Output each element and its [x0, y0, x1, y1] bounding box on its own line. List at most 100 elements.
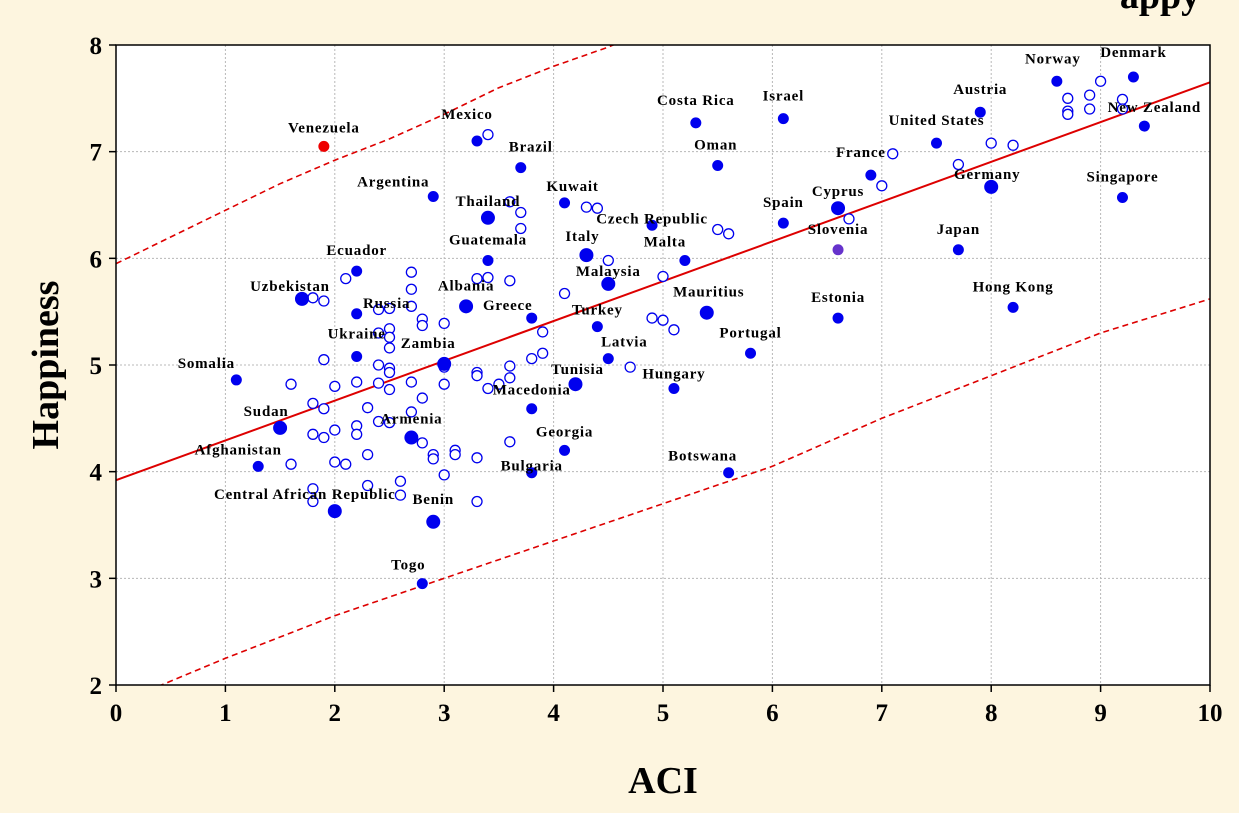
y-tick-label: 2 — [90, 673, 103, 700]
data-point-hollow — [515, 206, 527, 219]
data-label: Somalia — [178, 356, 235, 372]
x-tick-label: 3 — [438, 700, 451, 727]
data-label: Spain — [763, 195, 804, 211]
data-point-hollow — [438, 317, 450, 330]
data-label: Tunisia — [551, 362, 604, 378]
data-label: Armenia — [380, 412, 442, 428]
data-point-hollow — [1116, 103, 1129, 115]
x-tick-label: 7 — [876, 700, 889, 727]
data-label: Sudan — [244, 404, 289, 420]
data-point-hollow — [372, 327, 385, 339]
top-clipped-text: appy — [1120, 0, 1200, 17]
data-label: Turkey — [572, 303, 623, 319]
data-point-hollow — [438, 469, 450, 481]
data-point-hollow — [438, 378, 450, 390]
data-point — [351, 350, 363, 362]
data-point — [515, 162, 527, 174]
y-axis-title: Happiness — [25, 281, 67, 450]
data-point — [404, 430, 419, 445]
data-label: Central African Republic — [214, 487, 396, 503]
data-label: Georgia — [536, 424, 593, 440]
data-point-hollow — [1084, 89, 1096, 101]
data-point — [931, 137, 942, 149]
data-point-hollow — [285, 458, 297, 470]
data-label: Malta — [644, 234, 686, 250]
data-point-hollow — [668, 324, 680, 336]
data-label: Mexico — [441, 107, 492, 123]
data-point-hollow — [340, 272, 352, 285]
data-label: Costa Rica — [657, 93, 735, 109]
data-label: Singapore — [1087, 170, 1159, 186]
data-point — [865, 169, 877, 181]
x-axis-title: ACI — [628, 760, 698, 802]
data-point-hollow — [394, 475, 407, 487]
data-label: Malaysia — [576, 264, 641, 280]
data-point-hollow — [591, 202, 604, 214]
data-point-hollow — [361, 448, 374, 461]
data-point — [416, 578, 428, 590]
data-point-hollow — [307, 428, 319, 440]
data-point-hollow — [722, 228, 735, 240]
data-point-hollow — [318, 431, 330, 444]
data-label: Thailand — [456, 194, 521, 210]
data-point-hollow — [504, 436, 516, 448]
data-point-hollow — [526, 352, 538, 365]
data-point-hollow — [340, 458, 352, 470]
y-tick-label: 7 — [90, 140, 103, 167]
data-point-hollow — [361, 402, 374, 414]
data-label: Cyprus — [812, 184, 864, 200]
data-point-hollow — [285, 378, 297, 390]
data-point-hollow — [537, 326, 549, 338]
data-point-hollow — [471, 272, 483, 285]
data-point-hollow — [329, 456, 341, 468]
data-point — [459, 299, 474, 314]
data-label: New Zealand — [1108, 100, 1201, 116]
data-label: Hong Kong — [973, 279, 1054, 295]
data-point-hollow — [351, 376, 363, 388]
data-point-hollow — [515, 222, 527, 235]
data-point — [984, 179, 999, 194]
data-label: France — [836, 145, 886, 161]
data-point — [559, 444, 571, 456]
data-point-hollow — [383, 383, 396, 396]
data-point-hollow — [887, 148, 899, 160]
data-point — [568, 377, 583, 392]
data-point — [273, 420, 288, 435]
data-point — [351, 265, 363, 277]
data-label: Botswana — [668, 449, 737, 465]
x-tick-label: 6 — [766, 700, 779, 727]
data-point — [668, 382, 680, 394]
data-label: Brazil — [509, 140, 553, 156]
data-point — [777, 217, 789, 229]
data-point — [294, 291, 309, 306]
data-point — [426, 514, 441, 529]
data-point-hollow — [416, 437, 428, 449]
data-point — [1051, 75, 1063, 87]
data-point-hollow — [329, 424, 341, 436]
data-point-hollow — [307, 397, 319, 410]
data-point-hollow — [646, 312, 658, 324]
data-point — [318, 140, 330, 152]
x-tick-label: 10 — [1198, 700, 1223, 727]
y-tick-label: 4 — [90, 460, 103, 487]
data-label: Norway — [1025, 51, 1081, 67]
data-label: Guatemala — [449, 232, 527, 248]
data-label: Albania — [438, 278, 494, 294]
data-point-hollow — [372, 359, 385, 371]
data-label: Zambia — [401, 336, 456, 352]
data-point-hollow — [405, 376, 418, 388]
data-point-hollow — [405, 300, 418, 312]
tick-labels: 0 1 2 3 4 5 6 7 8 9 10 2 3 4 5 6 7 8 — [90, 33, 1223, 727]
data-point-hollow — [876, 180, 888, 192]
data-point-hollow — [558, 287, 571, 300]
data-point-hollow — [493, 378, 505, 390]
data-point — [230, 374, 242, 386]
data-point-hollow — [602, 254, 614, 267]
data-point-hollow — [383, 342, 396, 354]
data-label: Slovenia — [808, 222, 869, 238]
data-point-hollow — [383, 302, 396, 315]
data-point-hollow — [383, 416, 396, 429]
data-point — [679, 254, 691, 266]
lower-confidence-band — [159, 298, 1210, 685]
data-point — [526, 467, 538, 479]
